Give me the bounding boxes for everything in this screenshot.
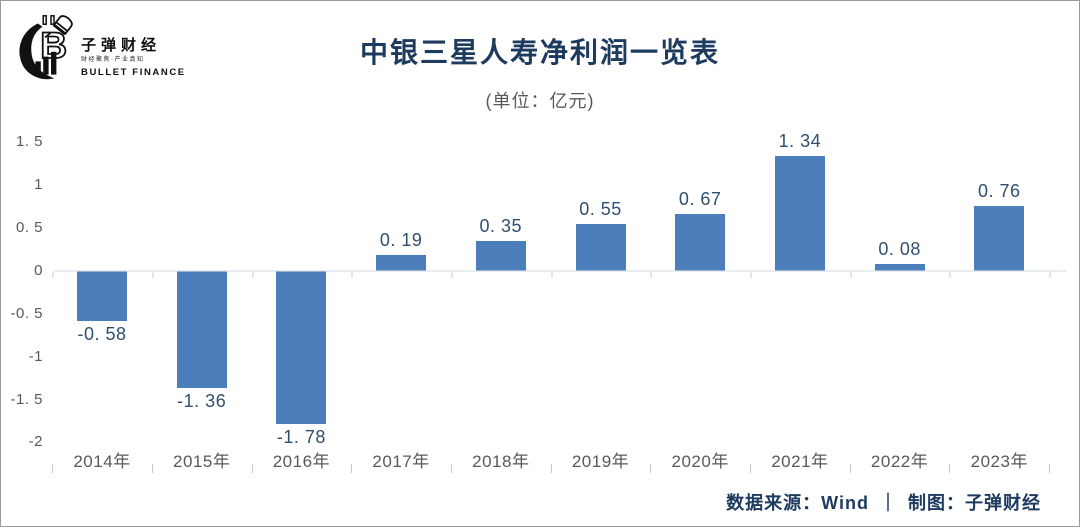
logo-tagline: 财经聚焦·产业真知 <box>81 57 145 63</box>
zero-line-tick-mark <box>251 272 254 278</box>
bullet-finance-logo: B 子弹财经 财经聚焦·产业真知 BULLET FINANCE <box>15 9 235 93</box>
bullet-finance-logo-icon: B <box>19 15 73 80</box>
bar-value-label: 0. 67 <box>678 188 722 209</box>
bar-value-label: 1. 34 <box>778 131 822 152</box>
bar-value-label: 0. 76 <box>978 180 1021 201</box>
x-axis-category-label: 2016年 <box>272 452 331 471</box>
bar-2017年 <box>376 254 427 271</box>
chart-title: 中银三星人寿净利润一览表 <box>359 37 720 68</box>
x-axis-tick-mark <box>650 464 652 473</box>
bar-value-label: 0. 35 <box>479 216 523 236</box>
bar-2021年 <box>774 156 825 271</box>
bar-2022年 <box>874 264 925 271</box>
zero-line-tick-mark <box>650 272 653 278</box>
x-axis-tick-mark <box>351 464 353 473</box>
x-axis-tick-mark <box>750 464 752 473</box>
bar-2019年 <box>575 223 626 271</box>
x-axis-tick-mark <box>1049 464 1051 473</box>
zero-line-tick-mark <box>550 272 553 278</box>
x-axis-tick-mark <box>550 464 552 473</box>
chart-credit-label: 制图：子弹财经 <box>908 493 1041 513</box>
logo-brand-name-en: BULLET FINANCE <box>81 67 186 78</box>
x-axis-zero-line <box>53 270 1067 272</box>
bar-2014年 <box>77 271 127 321</box>
zero-line-tick-mark <box>450 272 453 278</box>
x-axis-category-label: 2022年 <box>870 452 929 471</box>
x-axis-category-label: 2023年 <box>970 452 1028 471</box>
chart-unit-subtitle: (单位：亿元) <box>485 91 595 111</box>
zero-line-tick-mark <box>151 272 154 278</box>
x-axis-tick-mark <box>949 464 951 473</box>
y-axis-tick-label: -1. 5 <box>10 390 43 408</box>
footer-separator: ｜ <box>879 493 898 513</box>
bar-value-label: 0. 19 <box>379 229 423 250</box>
bar-value-label: -1. 78 <box>276 426 326 447</box>
zero-line-tick-mark <box>1049 272 1052 278</box>
y-axis-tick-label: -2 <box>28 433 43 451</box>
bar-value-label: 0. 08 <box>878 239 921 260</box>
logo-brand-name: 子弹财经 <box>81 37 162 54</box>
zero-line-tick-mark <box>52 272 55 278</box>
x-axis-tick-mark <box>151 464 153 473</box>
y-axis-tick-label: -1 <box>28 347 43 365</box>
bar-2016年 <box>276 271 327 424</box>
bar-2015年 <box>176 271 227 388</box>
y-axis-tick-label: -0. 5 <box>10 304 43 322</box>
x-axis-tick-mark <box>849 464 851 473</box>
x-axis-category-label: 2017年 <box>372 452 430 471</box>
x-axis-category-label: 2020年 <box>671 452 729 471</box>
y-axis-tick-label: 1. 5 <box>15 133 43 151</box>
y-axis-tick-label: 0 <box>34 262 43 279</box>
bar-2018年 <box>475 241 526 271</box>
x-axis-category-label: 2018年 <box>472 452 530 471</box>
bar-value-label: -0. 58 <box>77 323 127 344</box>
x-axis-tick-mark <box>52 464 54 473</box>
bar-value-label: 0. 55 <box>579 198 622 219</box>
bar-2023年 <box>974 205 1025 271</box>
zero-line-tick-mark <box>351 272 354 278</box>
zero-line-tick-mark <box>750 272 753 278</box>
bar-value-label: -1. 36 <box>177 390 227 411</box>
y-axis-tick-label: 1 <box>34 176 43 194</box>
zero-line-tick-mark <box>849 272 852 278</box>
x-axis-category-label: 2014年 <box>73 452 131 471</box>
x-axis-category-label: 2019年 <box>571 452 630 471</box>
data-source-label: 数据来源：Wind <box>726 493 869 513</box>
y-axis-tick-label: 0. 5 <box>15 219 43 237</box>
x-axis-category-label: 2015年 <box>173 452 231 471</box>
x-axis-tick-mark <box>251 464 253 473</box>
zero-line-tick-mark <box>949 272 952 278</box>
bar-2020年 <box>675 213 726 271</box>
x-axis-tick-mark <box>450 464 452 473</box>
x-axis-category-label: 2021年 <box>771 452 829 471</box>
chart-footer: 数据来源：Wind ｜ 制图：子弹财经 <box>726 489 1041 515</box>
